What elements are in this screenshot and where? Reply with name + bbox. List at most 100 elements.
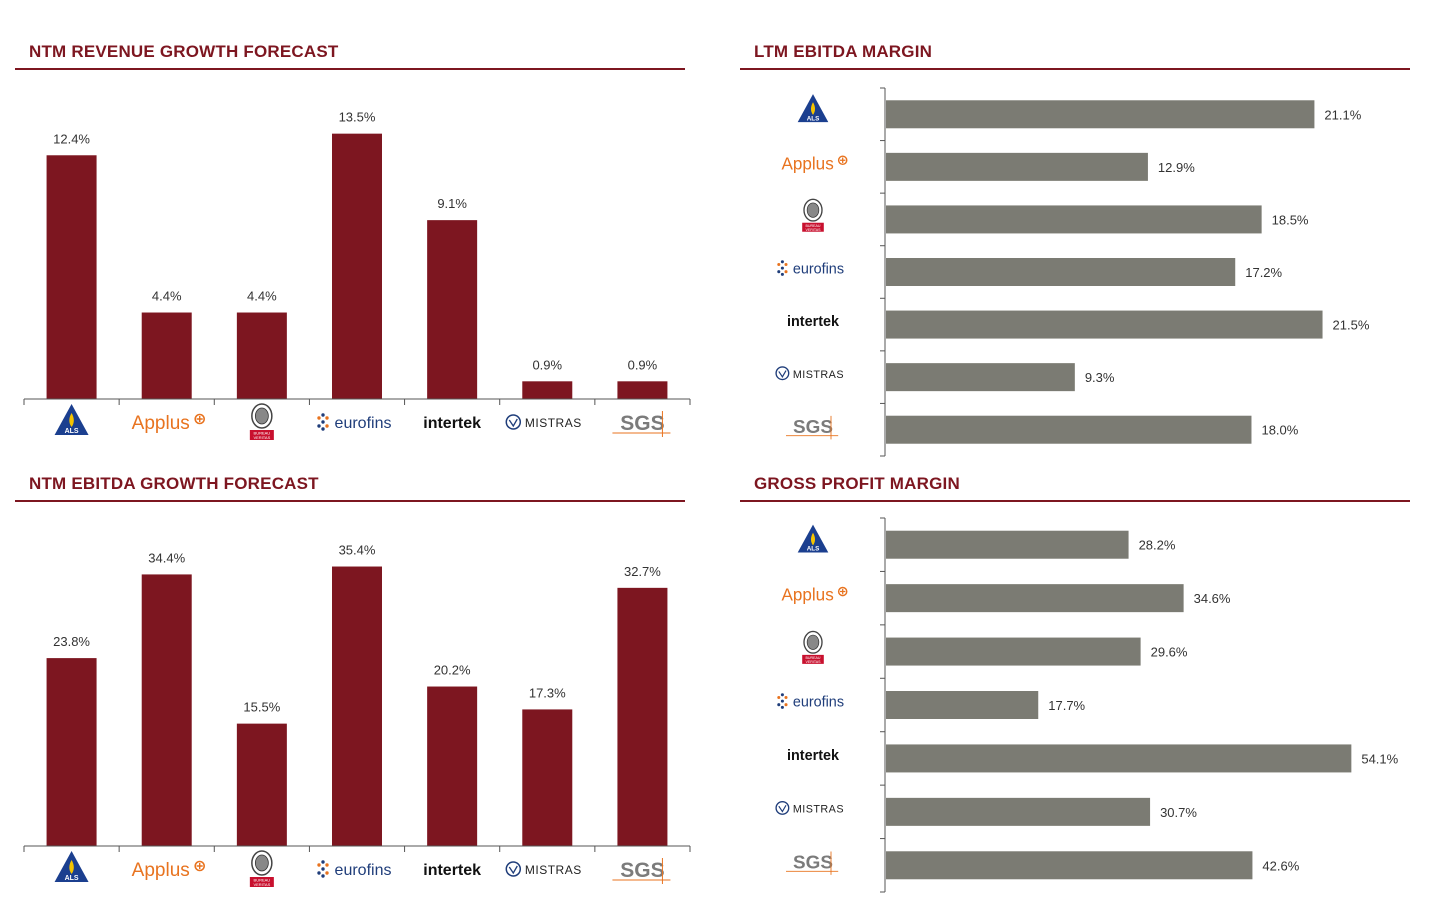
sgs-logo: SGS [785, 415, 839, 440]
eurofins-logo: eurofins [317, 413, 391, 432]
eurofins-dot [780, 705, 784, 709]
eurofins-logo: eurofins [317, 860, 391, 879]
bar [886, 637, 1141, 666]
als-flame-shape [810, 532, 816, 546]
data-label: 17.2% [1245, 265, 1282, 280]
mistras-wave [778, 804, 787, 813]
eurofins-dot [777, 703, 781, 707]
logo-text: ALS [65, 875, 79, 882]
applus-plus-sign [196, 416, 203, 422]
eurofins-dot [784, 703, 788, 707]
mistras-wave [508, 418, 518, 428]
als-triangle-logo: ALS [797, 524, 829, 553]
bars [46, 566, 668, 846]
logo-text: intertek [423, 862, 481, 879]
logo-text: eurofins [335, 415, 392, 432]
bar [617, 587, 668, 846]
data-label: 4.4% [247, 289, 277, 304]
logo-text: intertek [423, 415, 481, 432]
bar [886, 691, 1039, 719]
logo-text-line1: BUREAU [254, 878, 271, 883]
logo-text: SGS [793, 417, 833, 438]
als-triangle-logo: ALS [54, 404, 89, 435]
data-label: 35.4% [339, 543, 376, 558]
eurofins-dot [317, 871, 321, 875]
eurofins-dot [784, 262, 788, 267]
eurofins-dot [321, 420, 325, 424]
logo-text: MISTRAS [793, 803, 844, 815]
bar [886, 415, 1252, 444]
data-label: 18.0% [1261, 423, 1298, 438]
bv-seal-inner [806, 202, 820, 218]
bars [46, 133, 668, 399]
logo-text: SGS [793, 853, 833, 874]
bar [886, 363, 1075, 392]
logo-text-line2: VERITAS [253, 435, 270, 440]
eurofins-logo: eurofins [777, 260, 844, 278]
intertek-logo: intertek [423, 415, 481, 432]
eurofins-dot [780, 260, 784, 264]
logo-text: MISTRAS [793, 369, 844, 381]
ltm-ebitda-chart: 21.1% 12.9% 18.5% 17.2% 21.5% 9.3% 18.0% ALS App… [775, 87, 1370, 457]
mistras-circle [505, 861, 522, 877]
bars [886, 530, 1352, 880]
eurofins-dot [325, 871, 329, 875]
mistras-circle [505, 414, 522, 430]
logo-text: MISTRAS [525, 416, 582, 430]
logo-text: ALS [807, 546, 820, 553]
data-label: 0.9% [532, 357, 562, 372]
eurofins-dot [317, 424, 321, 428]
gross-profit-chart: 28.2% 34.6% 29.6% 17.7% 54.1% 30.7% 42.6% ALS Ap… [775, 517, 1399, 893]
logo-text: Applus [781, 154, 833, 173]
eurofins-dot [780, 266, 784, 270]
ntm-revenue-chart: 12.4% 4.4% 4.4% 13.5% 9.1% 0.9% 0.9% ALS Applus B… [23, 110, 691, 440]
als-flame-shape [69, 413, 74, 427]
eurofins-dot [784, 695, 788, 700]
bar [886, 258, 1236, 286]
chart-title: LTM EBITDA MARGIN [754, 42, 933, 61]
bar [46, 658, 97, 846]
als-flame-shape [69, 860, 74, 874]
data-label: 23.8% [53, 634, 90, 649]
mistras-logo: MISTRAS [505, 861, 582, 877]
logo-text-line2: VERITAS [253, 882, 270, 887]
eurofins-dot [780, 693, 784, 697]
bv-seal-inner [806, 634, 820, 650]
data-label: 17.7% [1048, 698, 1085, 713]
panel-ltm-ebitda: LTM EBITDA MARGIN 21.1% 12.9% 18.5% 17.2% 21… [740, 42, 1420, 457]
data-label: 34.4% [148, 550, 185, 565]
chart-title: NTM EBITDA GROWTH FORECAST [29, 474, 319, 493]
data-label: 34.6% [1194, 591, 1231, 606]
logo-text: eurofins [335, 862, 392, 879]
bar [886, 530, 1129, 559]
bar [886, 100, 1315, 129]
bar [141, 312, 192, 399]
intertek-logo: intertek [787, 314, 840, 330]
data-label: 54.1% [1361, 751, 1398, 766]
bar [886, 584, 1184, 613]
logo-text: MISTRAS [525, 863, 582, 877]
data-label: 12.9% [1158, 160, 1195, 175]
applus-plus-circle [837, 155, 848, 166]
bv-band [249, 430, 274, 440]
eurofins-dot [780, 272, 784, 276]
eurofins-dot [321, 867, 325, 871]
logo-text-line1: BUREAU [806, 224, 821, 228]
logo-text: eurofins [793, 695, 844, 711]
applus-plus-circle [837, 586, 848, 597]
title-rule [15, 68, 685, 70]
eurofins-dot [777, 270, 781, 274]
als-triangle-logo: ALS [797, 94, 829, 122]
panel-gross-profit: GROSS PROFIT MARGIN 28.2% 34.6% 29.6% 17.7%… [740, 474, 1420, 904]
sgs-logo: SGS [785, 851, 839, 875]
applus-plus-sign [840, 588, 846, 595]
data-label: 29.6% [1151, 645, 1188, 660]
eurofins-dot [780, 699, 784, 703]
title-rule [740, 500, 1410, 502]
bar [141, 574, 192, 846]
ntm-ebitda-chart: 23.8% 34.4% 15.5% 35.4% 20.2% 17.3% 32.7% ALS Ap… [23, 543, 691, 887]
eurofins-dot [321, 860, 325, 864]
bv-band [802, 654, 824, 664]
